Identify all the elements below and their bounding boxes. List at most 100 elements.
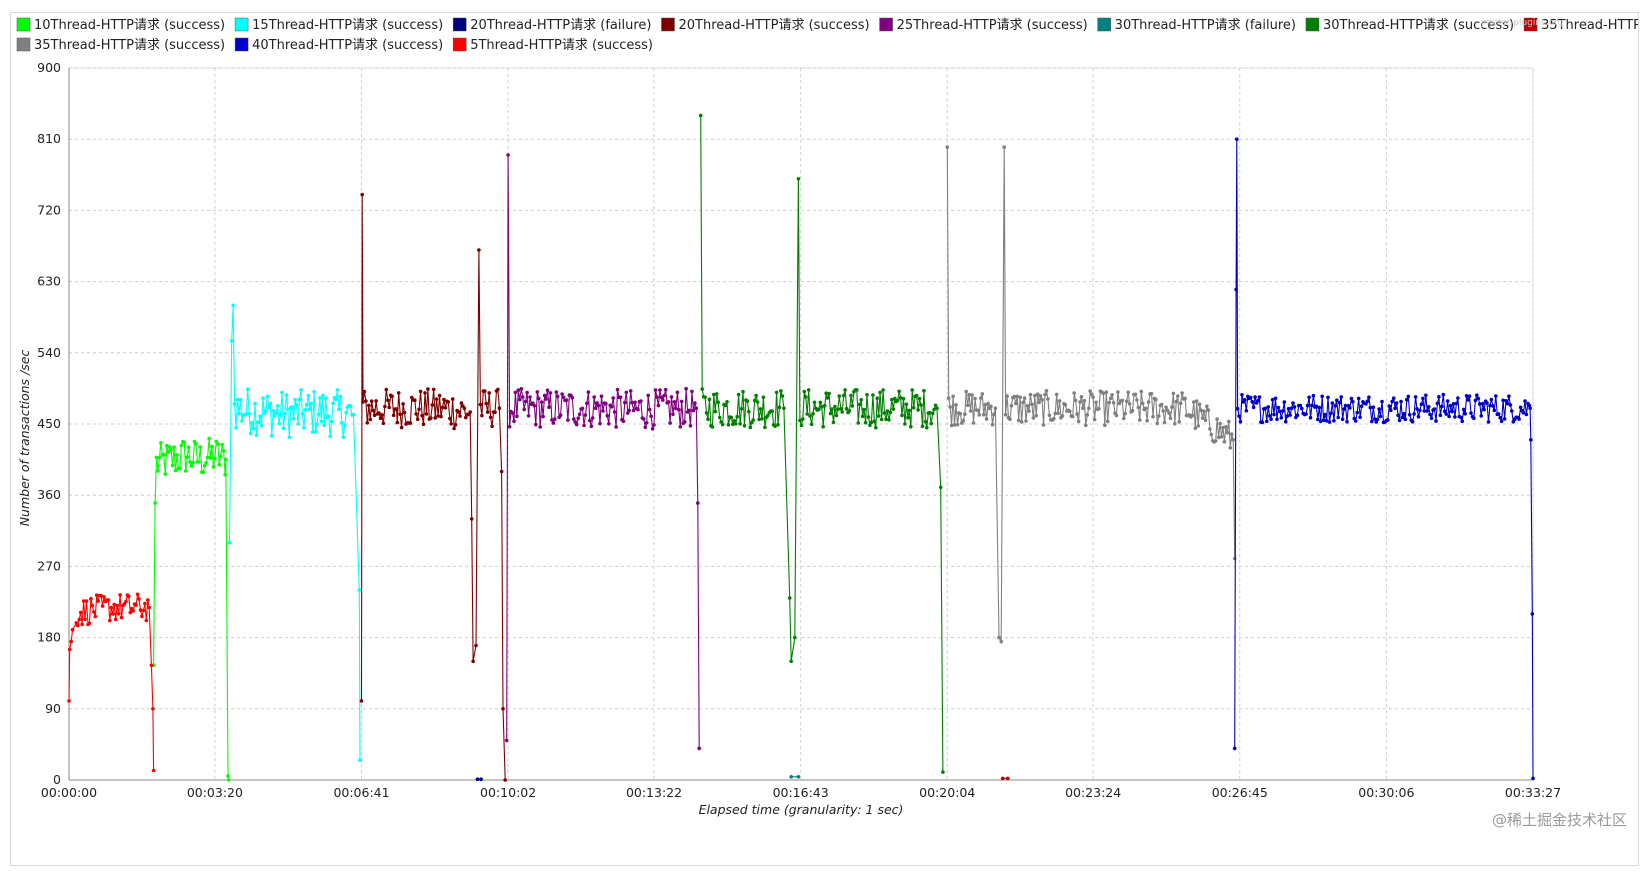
data-point — [1085, 413, 1090, 417]
data-point — [808, 414, 812, 418]
data-point — [387, 405, 392, 410]
data-point — [469, 517, 474, 521]
data-point — [310, 430, 315, 434]
data-point — [93, 614, 98, 619]
data-point — [265, 394, 270, 399]
data-point — [677, 407, 681, 412]
data-point — [644, 421, 649, 425]
data-point — [1451, 402, 1456, 406]
data-point — [847, 409, 852, 413]
data-point — [837, 394, 842, 398]
data-point — [307, 407, 312, 412]
data-point — [628, 389, 633, 393]
data-point — [878, 390, 882, 395]
data-point — [1046, 397, 1050, 401]
data-point — [108, 618, 112, 623]
data-point — [1351, 399, 1355, 404]
data-point — [1403, 417, 1408, 422]
data-point — [286, 407, 290, 412]
data-point — [197, 460, 201, 464]
data-point — [678, 424, 683, 429]
data-point — [615, 387, 620, 392]
data-point — [538, 425, 542, 429]
x-tick-label: 00:20:04 — [919, 785, 975, 800]
data-point — [1345, 419, 1349, 424]
data-point — [534, 422, 538, 427]
data-point — [315, 422, 319, 427]
data-point — [1326, 395, 1330, 400]
data-point — [754, 393, 758, 398]
data-point — [497, 406, 502, 411]
data-point — [1082, 398, 1087, 403]
data-point — [1202, 409, 1206, 414]
legend-entry: 20Thread-HTTP请求 (failure) — [470, 18, 651, 33]
data-point — [735, 414, 739, 419]
data-point — [512, 419, 516, 424]
data-point — [789, 659, 793, 664]
data-point — [573, 420, 577, 424]
data-point — [1397, 418, 1402, 423]
data-point — [609, 404, 614, 409]
data-point — [122, 602, 127, 606]
data-point — [1136, 405, 1141, 410]
data-point — [99, 593, 103, 598]
data-point — [1445, 399, 1450, 403]
data-point — [1078, 400, 1082, 404]
data-point — [981, 412, 986, 417]
data-point — [328, 434, 332, 439]
legend-swatch — [661, 17, 675, 32]
data-point — [1203, 418, 1208, 423]
legend-swatch — [1523, 17, 1538, 32]
data-point — [671, 412, 675, 417]
data-point — [825, 396, 830, 400]
data-point — [1353, 419, 1358, 423]
data-point — [803, 395, 808, 399]
data-point — [1448, 403, 1453, 408]
data-point — [175, 453, 179, 457]
data-point — [259, 424, 264, 428]
data-point — [612, 410, 617, 414]
data-point — [245, 387, 250, 392]
data-point — [453, 423, 458, 427]
data-point — [417, 407, 421, 412]
data-point — [824, 391, 828, 396]
data-point — [179, 443, 184, 448]
data-point — [198, 445, 203, 449]
data-point — [1502, 417, 1507, 421]
data-point — [1475, 393, 1479, 398]
data-point — [271, 409, 276, 413]
data-point — [300, 411, 305, 416]
data-point — [875, 396, 879, 401]
data-point — [261, 396, 265, 400]
data-point — [1072, 391, 1076, 395]
data-point — [484, 401, 489, 406]
data-point — [1101, 391, 1106, 396]
data-point — [1199, 408, 1203, 413]
data-point — [1371, 405, 1376, 410]
data-point — [1273, 396, 1278, 401]
data-point — [128, 610, 133, 615]
data-point — [1024, 419, 1028, 423]
data-point — [1266, 405, 1270, 409]
data-point — [646, 393, 650, 398]
data-point — [424, 412, 429, 416]
data-point — [1052, 416, 1056, 421]
data-point — [421, 422, 426, 427]
data-point — [713, 409, 718, 414]
series-group — [504, 153, 701, 751]
data-point — [1292, 405, 1297, 409]
data-point — [773, 424, 777, 429]
data-point — [932, 407, 936, 412]
data-point — [690, 389, 694, 394]
data-point — [796, 775, 801, 779]
data-point — [1124, 399, 1129, 404]
data-point — [821, 424, 825, 429]
data-point — [1097, 407, 1101, 411]
data-point — [426, 387, 430, 391]
data-point — [537, 396, 541, 401]
data-point — [1440, 404, 1444, 409]
data-point — [1176, 394, 1180, 398]
data-point — [1193, 426, 1198, 431]
data-point — [766, 413, 770, 418]
data-point — [443, 406, 448, 410]
